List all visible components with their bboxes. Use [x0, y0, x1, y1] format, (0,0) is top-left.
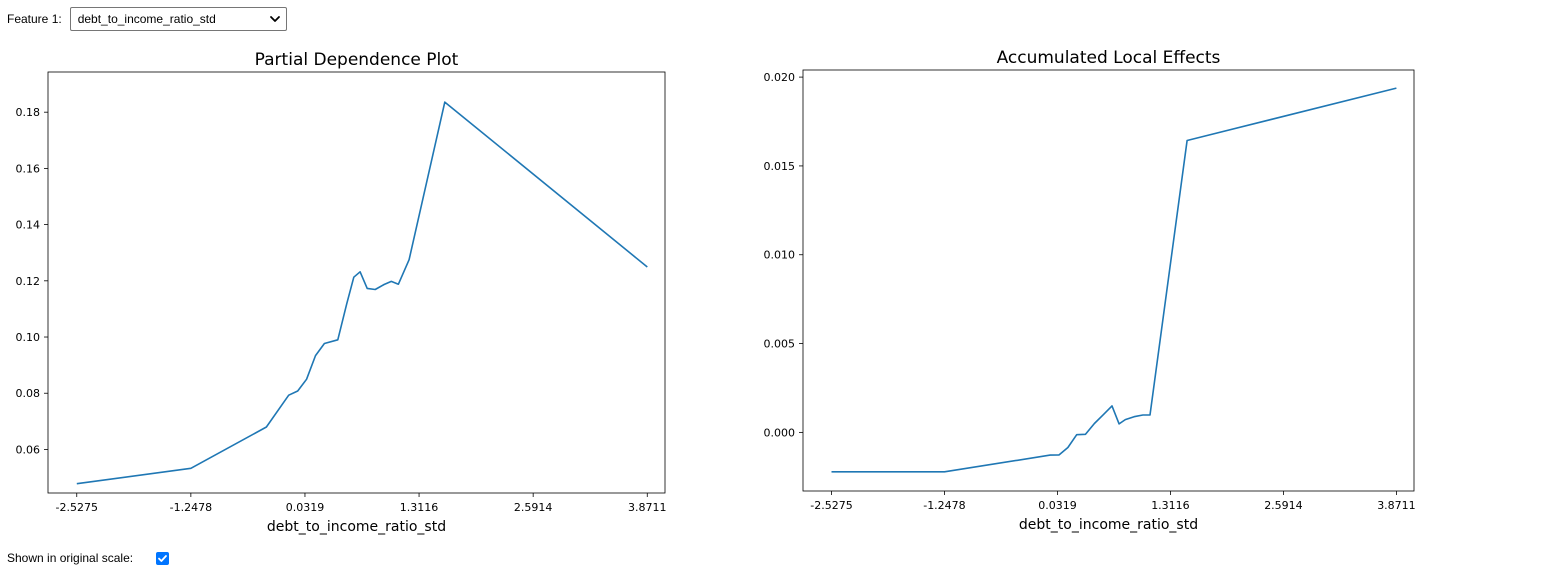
checkmark-icon [158, 554, 167, 562]
y-tick-label: 0.14 [16, 219, 41, 232]
y-tick-label: 0.000 [764, 426, 796, 439]
plot-title: Partial Dependence Plot [255, 50, 459, 70]
x-tick-label: 1.3116 [400, 501, 439, 514]
plot-title: Accumulated Local Effects [997, 48, 1221, 68]
y-tick-label: 0.020 [764, 71, 796, 84]
chevron-down-icon [269, 16, 280, 22]
y-tick-label: 0.16 [16, 162, 41, 175]
x-tick-label: -1.2478 [923, 499, 965, 512]
y-tick-label: 0.06 [16, 443, 41, 456]
y-tick-label: 0.18 [16, 106, 41, 119]
x-tick-label: 2.5914 [514, 501, 553, 514]
feature1-dropdown[interactable]: debt_to_income_ratio_std [69, 7, 287, 31]
y-tick-label: 0.005 [764, 338, 796, 351]
series-line [76, 101, 648, 485]
original-scale-label: Shown in original scale: [7, 551, 134, 565]
x-tick-label: 3.8711 [628, 501, 667, 514]
y-tick-label: 0.015 [764, 160, 796, 173]
y-tick-label: 0.10 [16, 331, 41, 344]
x-tick-label: 3.8711 [1377, 499, 1416, 512]
x-tick-label: -2.5275 [810, 499, 852, 512]
x-axis-label: debt_to_income_ratio_std [267, 519, 446, 535]
y-tick-label: 0.08 [16, 387, 41, 400]
feature1-selected-value: debt_to_income_ratio_std [77, 12, 216, 26]
y-tick-label: 0.12 [16, 275, 41, 288]
x-tick-label: -2.5275 [56, 501, 98, 514]
plot-frame [802, 69, 1415, 492]
x-tick-label: 2.5914 [1264, 499, 1303, 512]
partial-dependence-plot: Partial Dependence Plot debt_to_income_ra… [16, 50, 667, 535]
feature-selector-row: Feature 1: debt_to_income_ratio_std [7, 7, 287, 31]
x-axis-label: debt_to_income_ratio_std [1019, 517, 1198, 533]
accumulated-local-effects-plot: Accumulated Local Effects debt_to_income_… [764, 48, 1416, 533]
feature1-label: Feature 1: [7, 12, 62, 26]
y-tick-label: 0.010 [764, 249, 796, 262]
series-line [831, 87, 1397, 473]
original-scale-row: Shown in original scale: [7, 549, 170, 567]
plot-frame [47, 71, 666, 494]
x-tick-label: 0.0319 [286, 501, 325, 514]
original-scale-checkbox[interactable] [156, 551, 170, 565]
x-tick-label: 0.0319 [1038, 499, 1077, 512]
x-tick-label: 1.3116 [1151, 499, 1190, 512]
x-tick-label: -1.2478 [170, 501, 212, 514]
